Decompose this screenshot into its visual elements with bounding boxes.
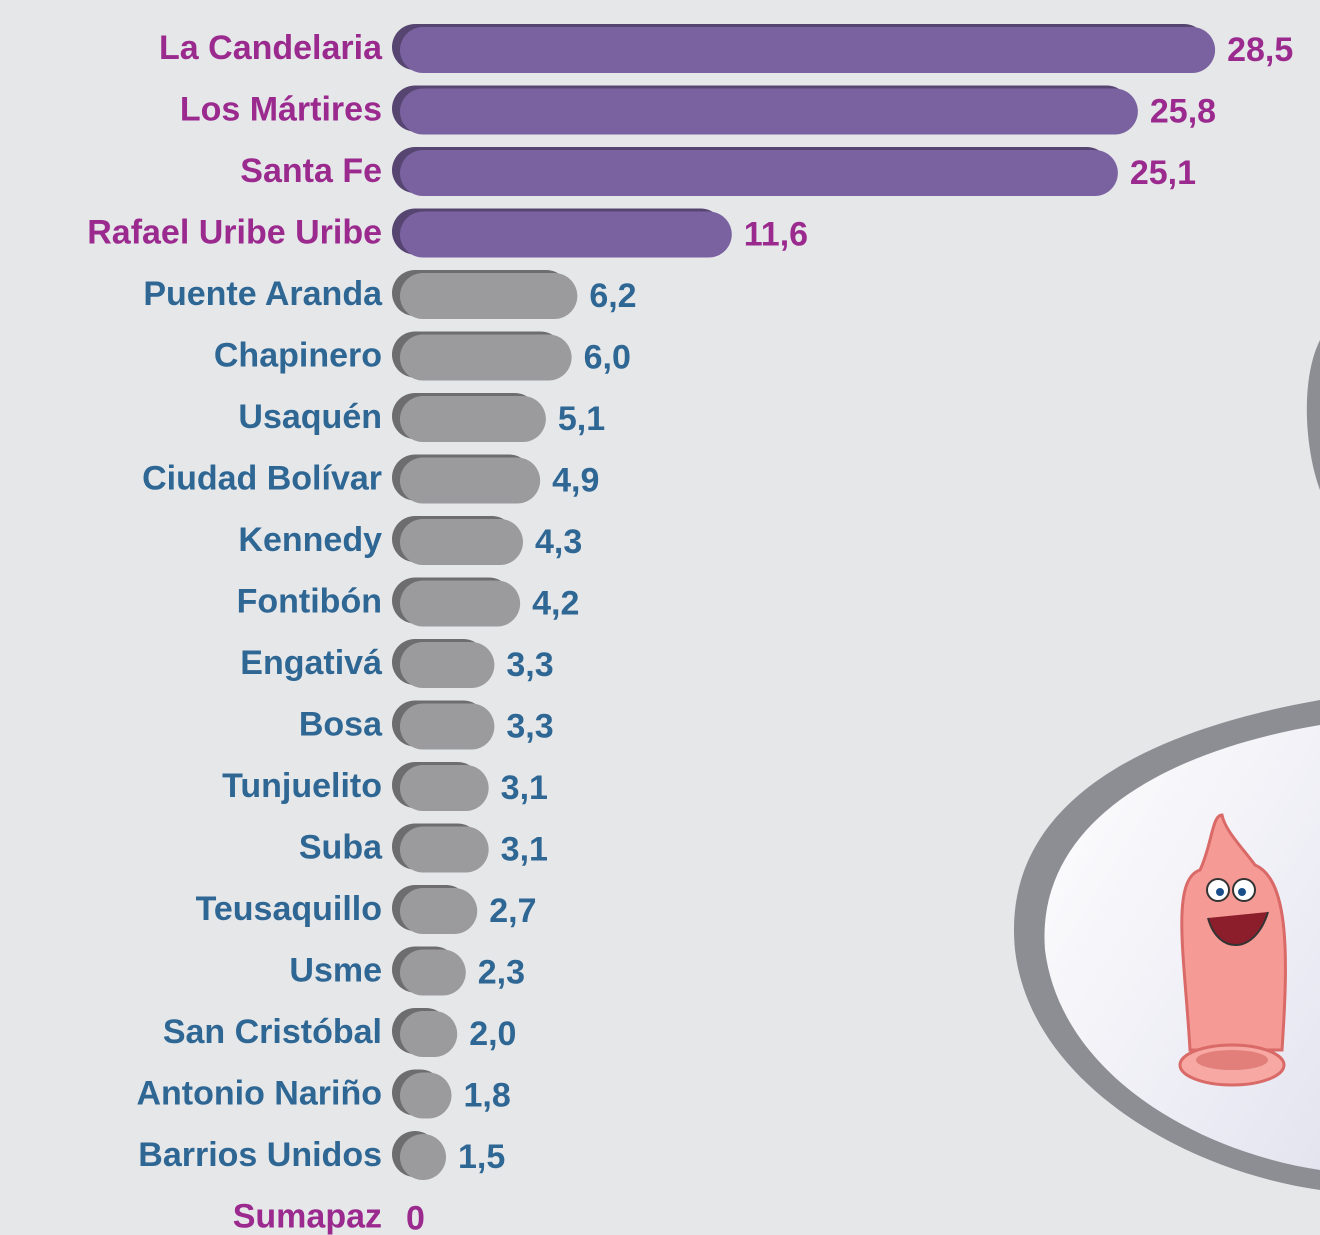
value-label: 2,0 — [469, 1015, 516, 1053]
bar — [400, 519, 523, 565]
bar — [400, 949, 466, 996]
category-label: Teusaquillo — [196, 890, 382, 928]
bar — [400, 211, 732, 258]
value-label: 5,1 — [558, 400, 605, 438]
bar — [400, 1134, 446, 1180]
category-label: Bosa — [299, 705, 383, 743]
category-label: Ciudad Bolívar — [142, 459, 382, 497]
value-label: 4,2 — [532, 584, 579, 622]
value-label: 4,9 — [552, 461, 599, 499]
bar — [400, 888, 478, 934]
bar — [400, 703, 495, 750]
value-label: 1,8 — [463, 1076, 510, 1114]
bar — [400, 826, 489, 873]
value-label: 28,5 — [1227, 31, 1293, 69]
category-label: Usaquén — [238, 398, 382, 436]
bar — [400, 334, 572, 381]
value-label: 2,7 — [489, 892, 536, 930]
category-label: Antonio Nariño — [136, 1074, 382, 1112]
category-label: Fontibón — [237, 582, 382, 620]
bar — [400, 273, 578, 319]
category-label: Chapinero — [214, 336, 382, 374]
value-label: 3,3 — [506, 707, 553, 745]
category-label: San Cristóbal — [163, 1013, 382, 1051]
bar — [400, 396, 546, 442]
value-label: 1,5 — [458, 1138, 505, 1176]
value-label: 3,1 — [501, 769, 548, 807]
bar — [400, 27, 1216, 73]
bar — [400, 88, 1138, 135]
value-label: 0 — [406, 1199, 425, 1235]
category-label: La Candelaria — [159, 29, 383, 67]
value-label: 3,3 — [506, 646, 553, 684]
category-label: Tunjuelito — [222, 767, 382, 805]
value-label: 3,1 — [501, 830, 548, 868]
bar — [400, 580, 521, 627]
category-label: Los Mártires — [180, 90, 382, 128]
value-label: 6,0 — [584, 338, 631, 376]
bar — [400, 457, 541, 504]
category-label: Rafael Uribe Uribe — [87, 213, 382, 251]
value-label: 25,8 — [1150, 92, 1216, 130]
category-label: Suba — [299, 828, 383, 866]
decoration — [1013, 340, 1320, 1190]
category-label: Puente Aranda — [143, 275, 383, 313]
value-label: 4,3 — [535, 523, 582, 561]
value-label: 2,3 — [478, 953, 525, 991]
bar — [400, 765, 489, 811]
category-label: Santa Fe — [240, 152, 382, 190]
mascot — [1178, 813, 1287, 1087]
bar — [400, 150, 1118, 196]
value-label: 6,2 — [589, 277, 636, 315]
category-label: Barrios Unidos — [138, 1136, 382, 1174]
value-label: 11,6 — [744, 215, 808, 253]
bar — [400, 1072, 452, 1119]
category-label: Sumapaz — [233, 1197, 382, 1235]
value-label: 25,1 — [1130, 154, 1196, 192]
bar — [400, 642, 495, 688]
category-label: Usme — [289, 951, 382, 989]
bar — [400, 1011, 458, 1057]
category-label: Kennedy — [238, 521, 382, 559]
category-label: Engativá — [240, 644, 382, 682]
